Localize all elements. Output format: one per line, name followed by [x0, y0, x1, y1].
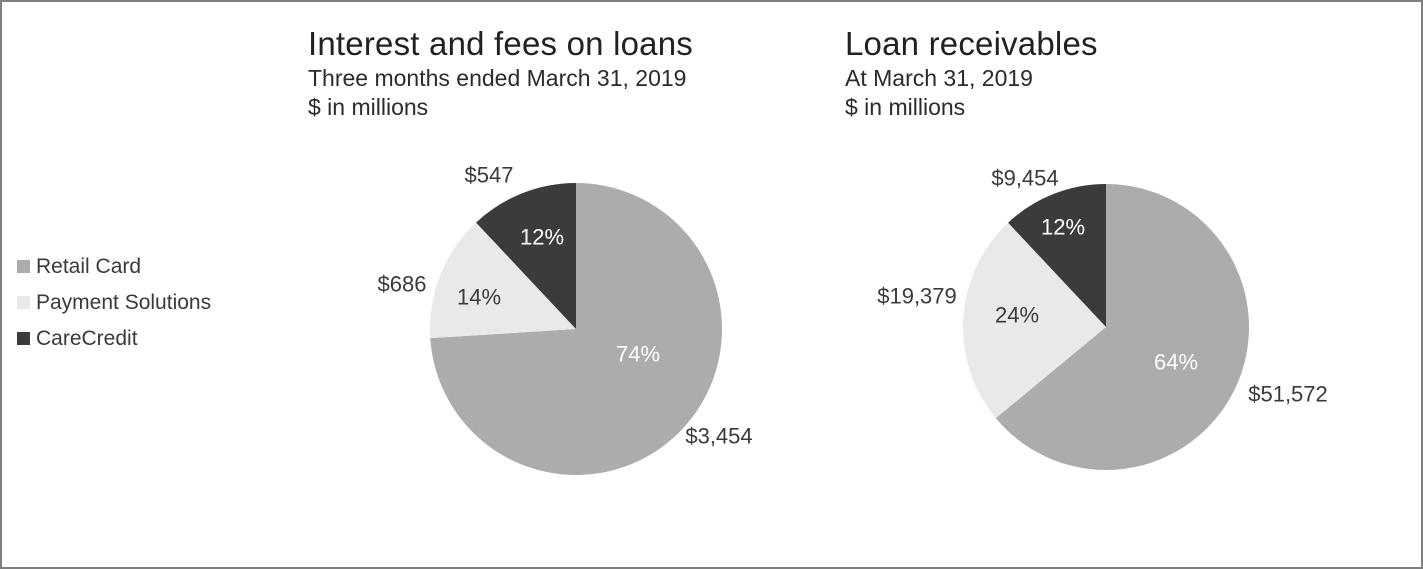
chart-title: Loan receivables	[845, 25, 1098, 62]
pie-chart-loan-receivables: 64% $51,572 24% $19,379 12% $9,454	[877, 166, 1328, 471]
pie-slice-retail-card	[995, 184, 1250, 471]
pie-slice-carecredit	[1008, 184, 1106, 327]
legend-label-carecredit: CareCredit	[36, 326, 138, 350]
chart-subtitle: At March 31, 2019	[845, 65, 1033, 91]
legend: Retail Card Payment Solutions CareCredit	[17, 254, 212, 364]
pie-slice-payment-solutions	[963, 222, 1106, 419]
legend-item-carecredit: CareCredit	[17, 326, 211, 350]
pie-percent-label-carecredit: 12%	[520, 225, 564, 250]
legend-swatch-payment-solutions	[17, 296, 30, 309]
pie-value-label-carecredit: $9,454	[991, 166, 1058, 191]
pie-percent-label-retail-card: 74%	[616, 342, 660, 367]
chart-header-loan-receivables: Loan receivables At March 31, 2019 $ in …	[845, 24, 1098, 122]
pie-slice-carecredit	[476, 183, 576, 329]
pie-value-label-carecredit: $547	[465, 163, 514, 188]
chart-units: $ in millions	[845, 94, 966, 120]
chart-subtitle: Three months ended March 31, 2019	[308, 65, 687, 91]
pie-value-label-payment-solutions: $686	[378, 272, 427, 297]
chart-units: $ in millions	[308, 94, 429, 120]
legend-swatch-carecredit	[17, 332, 30, 345]
pie-percent-label-payment-solutions: 14%	[457, 285, 501, 310]
legend-item-retail-card: Retail Card	[17, 254, 211, 278]
legend-label-retail-card: Retail Card	[36, 254, 142, 278]
pie-chart-interest-and-fees-on-loans: 74% $3,454 14% $686 12% $547	[378, 163, 753, 475]
legend-label-payment-solutions: Payment Solutions	[36, 290, 212, 314]
chart-title: Interest and fees on loans	[308, 25, 693, 62]
pie-percent-label-retail-card: 64%	[1154, 350, 1198, 375]
pie-percent-label-carecredit: 12%	[1041, 215, 1085, 240]
chart-header-interest-and-fees: Interest and fees on loans Three months …	[308, 24, 693, 122]
pie-value-label-retail-card: $51,572	[1248, 382, 1328, 407]
pie-slice-retail-card	[430, 183, 723, 475]
pie-value-label-payment-solutions: $19,379	[877, 284, 957, 309]
pie-percent-label-payment-solutions: 24%	[995, 303, 1039, 328]
legend-swatch-retail-card	[17, 260, 30, 273]
pie-value-label-retail-card: $3,454	[685, 424, 752, 449]
pie-slice-payment-solutions	[430, 222, 576, 339]
legend-item-payment-solutions: Payment Solutions	[17, 290, 212, 314]
